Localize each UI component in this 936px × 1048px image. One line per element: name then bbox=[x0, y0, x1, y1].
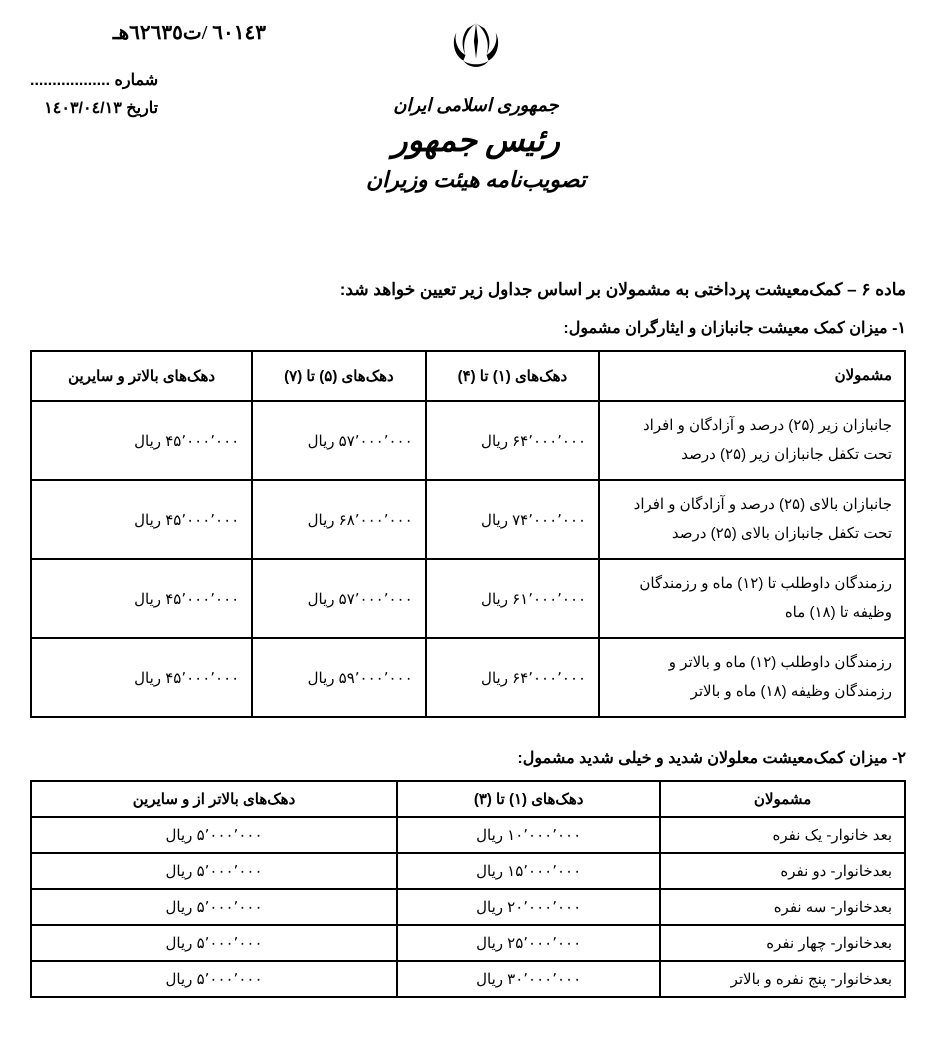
subheading-2: ۲- میزان کمک‌معیشت معلولان شدید و خیلی ش… bbox=[30, 748, 906, 768]
table-1: مشمولان دهک‌های (۱) تا (۴) دهک‌های (۵) ت… bbox=[30, 350, 906, 719]
t1-r0-subject: جانبازان زیر (۲۵) درصد و آزادگان و افراد… bbox=[599, 401, 905, 480]
t2-r4-dh: ۵٬۰۰۰٬۰۰۰ ریال bbox=[31, 961, 397, 997]
number-value: .................. bbox=[30, 72, 110, 89]
t2-r1-dh: ۵٬۰۰۰٬۰۰۰ ریال bbox=[31, 853, 397, 889]
t1-header-d5-7: دهک‌های (۵) تا (۷) bbox=[252, 351, 425, 402]
t2-r2-subject: بعدخانوار- سه نفره bbox=[660, 889, 905, 925]
table-row: بعدخانوار- سه نفره ۲۰٬۰۰۰٬۰۰۰ ریال ۵٬۰۰۰… bbox=[31, 889, 905, 925]
t1-r0-dh: ۴۵٬۰۰۰٬۰۰۰ ریال bbox=[31, 401, 252, 480]
table-row: بعدخانوار- پنج نفره و بالاتر ۳۰٬۰۰۰٬۰۰۰ … bbox=[31, 961, 905, 997]
t1-r1-d14: ۷۴٬۰۰۰٬۰۰۰ ریال bbox=[426, 480, 599, 559]
table-row: رزمندگان داوطلب (۱۲) ماه و بالاتر و رزمن… bbox=[31, 638, 905, 717]
date-label: تاریخ bbox=[126, 100, 158, 117]
t1-r1-subject: جانبازان بالای (۲۵) درصد و آزادگان و افر… bbox=[599, 480, 905, 559]
table-2-header-row: مشمولان دهک‌های (۱) تا (۳) دهک‌های بالات… bbox=[31, 781, 905, 817]
table-row: جانبازان زیر (۲۵) درصد و آزادگان و افراد… bbox=[31, 401, 905, 480]
table-row: جانبازان بالای (۲۵) درصد و آزادگان و افر… bbox=[31, 480, 905, 559]
t2-r1-subject: بعدخانوار- دو نفره bbox=[660, 853, 905, 889]
t1-r1-dh: ۴۵٬۰۰۰٬۰۰۰ ریال bbox=[31, 480, 252, 559]
document-number: ٦٠١٤٣ /ت٦٢٦٣٥هـ bbox=[113, 20, 266, 45]
table-row: بعد خانوار- یک نفره ۱۰٬۰۰۰٬۰۰۰ ریال ۵٬۰۰… bbox=[31, 817, 905, 853]
t1-r0-d57: ۵۷٬۰۰۰٬۰۰۰ ریال bbox=[252, 401, 425, 480]
table-row: بعدخانوار- دو نفره ۱۵٬۰۰۰٬۰۰۰ ریال ۵٬۰۰۰… bbox=[31, 853, 905, 889]
table-2: مشمولان دهک‌های (۱) تا (۳) دهک‌های بالات… bbox=[30, 780, 906, 998]
t1-r2-d14: ۶۱٬۰۰۰٬۰۰۰ ریال bbox=[426, 559, 599, 638]
number-label: شماره bbox=[114, 72, 158, 89]
subheading-1: ۱- میزان کمک معیشت جانبازان و ایثارگران … bbox=[30, 318, 906, 338]
t2-r0-dh: ۵٬۰۰۰٬۰۰۰ ریال bbox=[31, 817, 397, 853]
t2-header-subjects: مشمولان bbox=[660, 781, 905, 817]
t1-header-d1-4: دهک‌های (۱) تا (۴) bbox=[426, 351, 599, 402]
date-value: ١٤٠٣/٠٤/١٣ bbox=[44, 100, 122, 117]
republic-label: جمهوری اسلامی ایران bbox=[326, 95, 626, 116]
t2-r0-subject: بعد خانوار- یک نفره bbox=[660, 817, 905, 853]
t1-r3-subject: رزمندگان داوطلب (۱۲) ماه و بالاتر و رزمن… bbox=[599, 638, 905, 717]
t1-r2-subject: رزمندگان داوطلب تا (۱۲) ماه و رزمندگان و… bbox=[599, 559, 905, 638]
t1-r3-d14: ۶۴٬۰۰۰٬۰۰۰ ریال bbox=[426, 638, 599, 717]
number-line: شماره .................. bbox=[30, 70, 158, 90]
t2-r0-d13: ۱۰٬۰۰۰٬۰۰۰ ریال bbox=[397, 817, 660, 853]
emblem-block: جمهوری اسلامی ایران رئیس جمهور تصویب‌نام… bbox=[326, 20, 626, 193]
number-date-box: شماره .................. تاریخ ١٤٠٣/٠٤/١… bbox=[30, 70, 158, 126]
t2-r2-d13: ۲۰٬۰۰۰٬۰۰۰ ریال bbox=[397, 889, 660, 925]
document-header: ٦٠١٤٣ /ت٦٢٦٣٥هـ شماره ..................… bbox=[30, 20, 906, 260]
t2-header-dhigh: دهک‌های بالاتر از و سایرین bbox=[31, 781, 397, 817]
date-line: تاریخ ١٤٠٣/٠٤/١٣ bbox=[30, 98, 158, 118]
t2-r3-subject: بعدخانوار- چهار نفره bbox=[660, 925, 905, 961]
t2-r2-dh: ۵٬۰۰۰٬۰۰۰ ریال bbox=[31, 889, 397, 925]
t1-r2-dh: ۴۵٬۰۰۰٬۰۰۰ ریال bbox=[31, 559, 252, 638]
approval-label: تصویب‌نامه هیئت وزیران bbox=[326, 167, 626, 193]
t2-r1-d13: ۱۵٬۰۰۰٬۰۰۰ ریال bbox=[397, 853, 660, 889]
t1-r3-d57: ۵۹٬۰۰۰٬۰۰۰ ریال bbox=[252, 638, 425, 717]
t2-r4-subject: بعدخانوار- پنج نفره و بالاتر bbox=[660, 961, 905, 997]
t2-r4-d13: ۳۰٬۰۰۰٬۰۰۰ ریال bbox=[397, 961, 660, 997]
t1-r0-d14: ۶۴٬۰۰۰٬۰۰۰ ریال bbox=[426, 401, 599, 480]
president-label: رئیس جمهور bbox=[326, 121, 626, 159]
iran-emblem-icon bbox=[441, 20, 511, 90]
t1-r2-d57: ۵۷٬۰۰۰٬۰۰۰ ریال bbox=[252, 559, 425, 638]
t2-header-d1-3: دهک‌های (۱) تا (۳) bbox=[397, 781, 660, 817]
article-6-text: ماده ۶ – کمک‌معیشت پرداختی به مشمولان بر… bbox=[30, 275, 906, 306]
table-1-header-row: مشمولان دهک‌های (۱) تا (۴) دهک‌های (۵) ت… bbox=[31, 351, 905, 402]
table-row: رزمندگان داوطلب تا (۱۲) ماه و رزمندگان و… bbox=[31, 559, 905, 638]
t1-header-dhigh: دهک‌های بالاتر و سایرین bbox=[31, 351, 252, 402]
table-row: بعدخانوار- چهار نفره ۲۵٬۰۰۰٬۰۰۰ ریال ۵٬۰… bbox=[31, 925, 905, 961]
t2-r3-dh: ۵٬۰۰۰٬۰۰۰ ریال bbox=[31, 925, 397, 961]
t1-r1-d57: ۶۸٬۰۰۰٬۰۰۰ ریال bbox=[252, 480, 425, 559]
t1-header-subjects: مشمولان bbox=[599, 351, 905, 402]
t1-r3-dh: ۴۵٬۰۰۰٬۰۰۰ ریال bbox=[31, 638, 252, 717]
t2-r3-d13: ۲۵٬۰۰۰٬۰۰۰ ریال bbox=[397, 925, 660, 961]
